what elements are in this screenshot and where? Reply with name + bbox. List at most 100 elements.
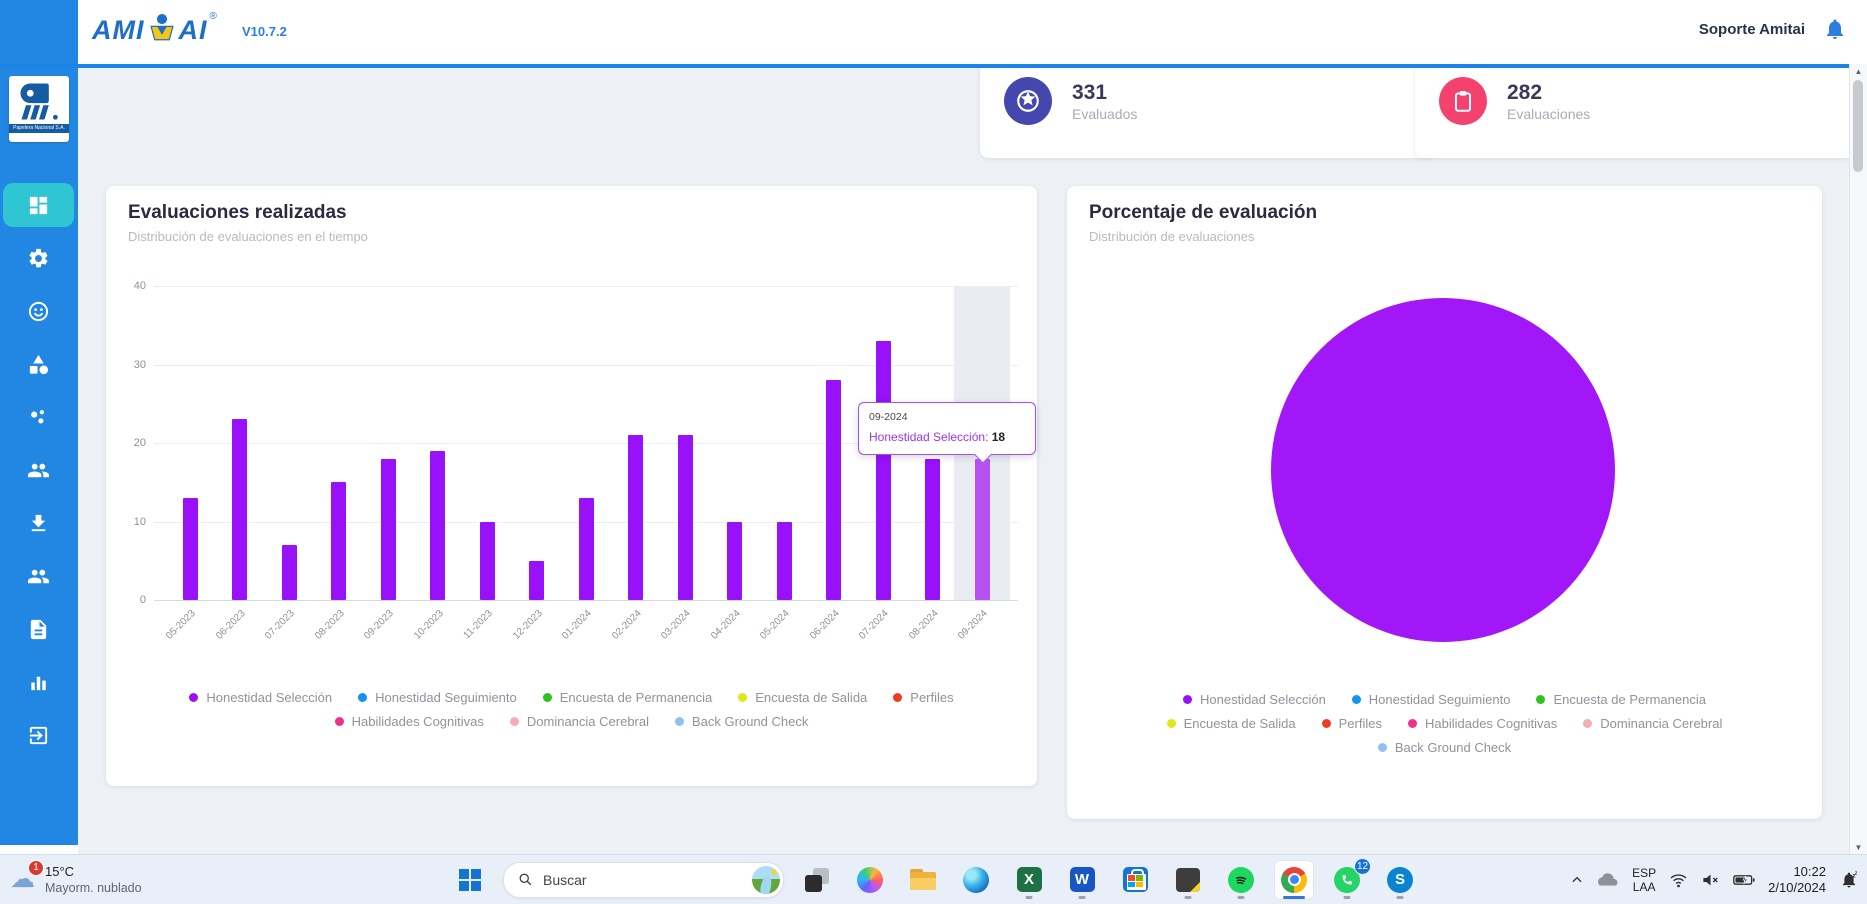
weather-widget[interactable]: ☁ 1 15°C Mayorm. nublado [10,858,142,900]
tray-chevron-up-icon[interactable] [1570,873,1584,887]
taskbar-app-edge[interactable] [956,860,996,900]
legend-item[interactable]: Honestidad Seguimiento [358,690,517,705]
legend-item[interactable]: Honestidad Selección [189,690,332,705]
taskbar-app-spotify[interactable] [1221,860,1261,900]
taskbar-app-chrome[interactable] [1274,859,1314,900]
legend-label: Habilidades Cognitivas [351,714,484,729]
legend-item[interactable]: Encuesta de Salida [738,690,867,705]
legend-label: Back Ground Check [692,714,809,729]
x-tick-label: 01-2024 [560,608,594,642]
app-header: AMI AI ® V10.7.2 Soporte Amitai [0,0,1867,68]
legend-dot-icon [1377,743,1387,752]
legend-item[interactable]: Habilidades Cognitivas [1408,716,1557,731]
brand-reg: ® [209,11,217,22]
battery-saver-icon[interactable] [1733,872,1755,888]
legend-item[interactable]: Encuesta de Permanencia [1536,692,1706,707]
legend-item[interactable]: Honestidad Selección [1183,692,1326,707]
wifi-icon[interactable] [1669,872,1688,888]
legend-item[interactable]: Encuesta de Salida [1166,716,1296,731]
legend-dot-icon [1583,719,1593,728]
scroll-up-arrow[interactable]: ▲ [1854,67,1863,76]
stat-label: Evaluaciones [1507,106,1591,122]
clock[interactable]: 10:22 2/10/2024 [1768,864,1826,896]
taskbar-app-excel[interactable]: X [1009,860,1049,900]
bar-06-2024[interactable] [826,380,841,600]
scroll-down-arrow[interactable]: ▼ [1854,843,1863,852]
stat-label: Evaluados [1072,106,1138,122]
sidebar-item-logout[interactable] [3,713,74,757]
taskbar-search[interactable]: Buscar [503,861,784,898]
app-badge: 12 [1354,857,1371,875]
bar-06-2023[interactable] [232,419,247,600]
legend-item[interactable]: Dominancia Cerebral [509,714,649,729]
bar-07-2023[interactable] [281,545,297,600]
sidebar-item-documents[interactable] [3,607,74,651]
taskbar-app-store[interactable] [1115,860,1155,900]
legend-item[interactable]: Habilidades Cognitivas [334,714,484,729]
taskbar-app-whatsapp[interactable]: 12 [1327,857,1371,900]
sidebar-item-groups[interactable] [3,554,74,598]
bar-08-2023[interactable] [331,482,346,600]
legend-item[interactable]: Dominancia Cerebral [1583,716,1722,731]
legend-item[interactable]: Back Ground Check [675,714,808,729]
legend-dot-icon [1536,695,1546,704]
legend-item[interactable]: Perfiles [1321,716,1382,731]
taskbar-app-task-view[interactable] [797,860,837,900]
sidebar-item-people[interactable] [3,448,74,492]
bar-02-2024[interactable] [628,435,643,600]
language-indicator[interactable]: ESP LAA [1632,865,1657,894]
x-tick-label: 09-2023 [362,608,396,642]
bar-chart-card: Evaluaciones realizadas Distribución de … [106,186,1037,786]
bar-11-2023[interactable] [479,521,495,600]
legend-label: Habilidades Cognitivas [1425,716,1558,731]
sidebar-item-settings[interactable] [3,236,74,280]
bar-07-2024[interactable] [875,340,891,600]
people-alt-icon [27,565,50,588]
bar-12-2023[interactable] [529,560,544,600]
x-tick-label: 08-2024 [906,608,941,642]
notifications-bell-icon[interactable] [1823,17,1847,41]
sidebar-item-downloads[interactable] [3,501,74,545]
onedrive-cloud-icon[interactable] [1597,872,1619,888]
taskbar-app-skype[interactable]: S [1380,860,1420,900]
taskbar-app-word[interactable]: W [1062,860,1102,900]
search-highlight-image[interactable] [752,865,780,894]
sidebar-item-mood[interactable] [3,289,74,333]
tooltip-category: 09-2024 [869,411,908,423]
legend-item[interactable]: Encuesta de Permanencia [542,690,712,705]
taskbar-app-file-explorer[interactable] [903,860,943,900]
weather-cloud-icon: ☁ 1 [10,860,44,894]
bar-01-2024[interactable] [578,497,594,600]
bar-08-2024[interactable] [925,458,940,600]
exit-icon [27,724,50,747]
sidebar-item-scatter[interactable] [3,395,74,439]
legend-dot-icon [1351,695,1361,704]
sidebar-item-reports[interactable] [3,660,74,704]
scroll-thumb[interactable] [1853,80,1863,172]
volume-muted-icon[interactable] [1701,872,1720,888]
bar-03-2024[interactable] [677,435,693,600]
bar-09-2023[interactable] [380,458,396,600]
bar-09-2024[interactable] [974,458,990,600]
bar-05-2024[interactable] [776,521,792,600]
legend-item[interactable]: Honestidad Seguimiento [1351,692,1510,707]
legend-item[interactable]: Perfiles [893,690,954,705]
bar-10-2023[interactable] [430,450,445,600]
pie-slice-honestidad-seleccion[interactable] [1271,298,1615,642]
support-link[interactable]: Soporte Amitai [1698,21,1805,38]
sidebar-item-categories[interactable] [3,342,74,386]
legend-item[interactable]: Back Ground Check [1377,740,1511,755]
chrome-icon [1281,866,1307,893]
skype-icon: S [1387,866,1413,893]
bar-05-2023[interactable] [182,497,198,600]
taskview-icon [805,867,829,892]
legend-dot-icon [1408,719,1417,728]
taskbar-app-copilot[interactable] [850,860,890,900]
taskbar-app-sticky-notes[interactable] [1168,860,1208,900]
start-button[interactable] [450,860,490,900]
vertical-scrollbar[interactable]: ▲ ▼ [1849,64,1867,855]
folder-icon [910,869,936,890]
bar-04-2024[interactable] [727,521,742,600]
sidebar-item-dashboard[interactable] [3,183,74,227]
